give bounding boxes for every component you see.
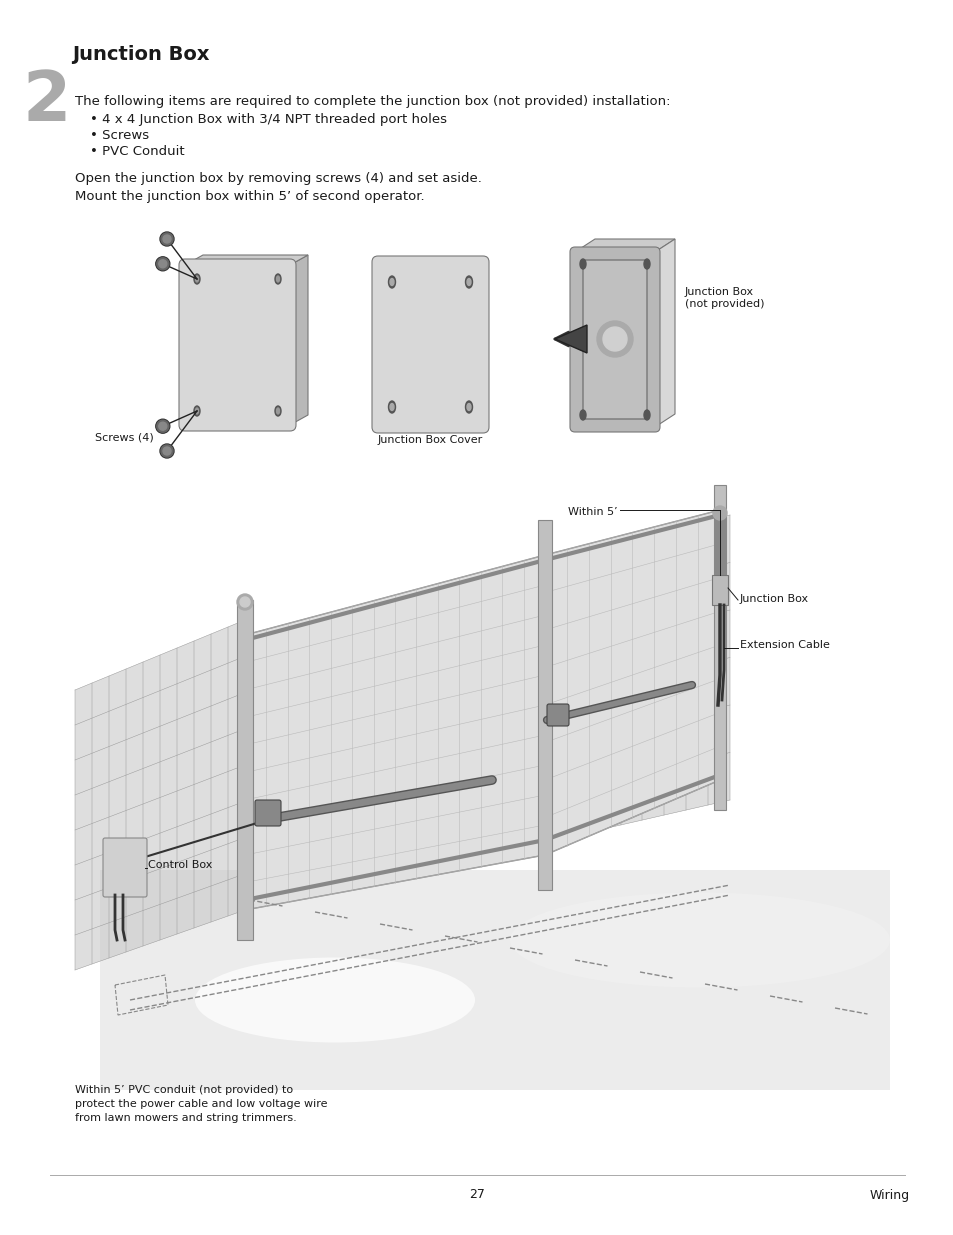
Circle shape [155, 257, 170, 270]
Polygon shape [655, 240, 675, 427]
FancyBboxPatch shape [372, 256, 489, 433]
Circle shape [163, 447, 171, 454]
Text: Gate Operator (Gate 2): Gate Operator (Gate 2) [450, 727, 579, 739]
FancyBboxPatch shape [546, 704, 568, 726]
Ellipse shape [195, 408, 198, 414]
Bar [537, 520, 552, 890]
Text: 2: 2 [23, 68, 71, 135]
Ellipse shape [388, 275, 395, 288]
Ellipse shape [510, 893, 889, 988]
Circle shape [160, 232, 173, 246]
Ellipse shape [467, 404, 471, 410]
Text: Junction Box: Junction Box [740, 594, 808, 604]
Polygon shape [75, 620, 245, 969]
Circle shape [236, 594, 253, 610]
Text: • PVC Conduit: • PVC Conduit [90, 144, 185, 158]
FancyBboxPatch shape [103, 839, 147, 897]
Text: • Screws: • Screws [90, 128, 149, 142]
Ellipse shape [643, 410, 649, 420]
Text: Mount the junction box within 5’ of second operator.: Mount the junction box within 5’ of seco… [75, 190, 424, 203]
Text: 27: 27 [469, 1188, 484, 1202]
Text: Junction Box
(not provided): Junction Box (not provided) [684, 287, 763, 309]
Polygon shape [555, 515, 729, 840]
Ellipse shape [274, 406, 281, 416]
Text: Extension Cable: Extension Cable [740, 640, 829, 650]
Ellipse shape [276, 408, 279, 414]
Text: Within 5’ PVC conduit (not provided) to
protect the power cable and low voltage : Within 5’ PVC conduit (not provided) to … [75, 1086, 327, 1123]
Circle shape [158, 422, 167, 430]
Text: Gate Operator (Gate 1): Gate Operator (Gate 1) [305, 808, 435, 818]
FancyBboxPatch shape [569, 247, 659, 432]
Text: Screws (4): Screws (4) [95, 433, 153, 443]
Text: The following items are required to complete the junction box (not provided) ins: The following items are required to comp… [75, 95, 670, 107]
Ellipse shape [390, 279, 394, 285]
Circle shape [161, 233, 172, 245]
Ellipse shape [467, 279, 471, 285]
Circle shape [155, 419, 170, 433]
Circle shape [158, 259, 167, 268]
Ellipse shape [274, 274, 281, 284]
Circle shape [156, 420, 169, 432]
Text: Open the junction box by removing screws (4) and set aside.: Open the junction box by removing screws… [75, 172, 481, 185]
Polygon shape [100, 869, 889, 1091]
Ellipse shape [390, 404, 394, 410]
Polygon shape [555, 325, 586, 353]
Polygon shape [575, 240, 675, 252]
Text: • 4 x 4 Junction Box with 3/4 NPT threaded port holes: • 4 x 4 Junction Box with 3/4 NPT thread… [90, 112, 447, 126]
Text: Junction Box: Junction Box [71, 44, 210, 64]
Ellipse shape [388, 401, 395, 412]
FancyBboxPatch shape [179, 259, 295, 431]
Bar [236, 600, 253, 940]
Ellipse shape [579, 410, 585, 420]
Circle shape [156, 258, 169, 269]
Ellipse shape [276, 275, 279, 282]
Text: Control Box: Control Box [148, 860, 213, 869]
Polygon shape [185, 254, 308, 266]
Ellipse shape [465, 275, 472, 288]
Polygon shape [544, 510, 720, 855]
Polygon shape [290, 254, 308, 425]
FancyBboxPatch shape [582, 261, 646, 419]
Circle shape [160, 445, 173, 458]
Text: Wiring: Wiring [869, 1188, 909, 1202]
Ellipse shape [465, 401, 472, 412]
Ellipse shape [643, 259, 649, 269]
Ellipse shape [579, 259, 585, 269]
FancyBboxPatch shape [254, 800, 281, 826]
Text: Within 5’: Within 5’ [568, 508, 618, 517]
Bar [713, 485, 725, 810]
Ellipse shape [194, 957, 475, 1042]
Bar [711, 576, 727, 605]
Circle shape [602, 327, 626, 351]
Circle shape [161, 445, 172, 457]
Polygon shape [245, 555, 544, 910]
Ellipse shape [193, 274, 200, 284]
Circle shape [712, 506, 726, 520]
Circle shape [163, 235, 171, 243]
Circle shape [597, 321, 633, 357]
Ellipse shape [193, 406, 200, 416]
Circle shape [240, 597, 250, 606]
Text: Junction Box Cover: Junction Box Cover [377, 435, 482, 445]
Ellipse shape [195, 275, 198, 282]
